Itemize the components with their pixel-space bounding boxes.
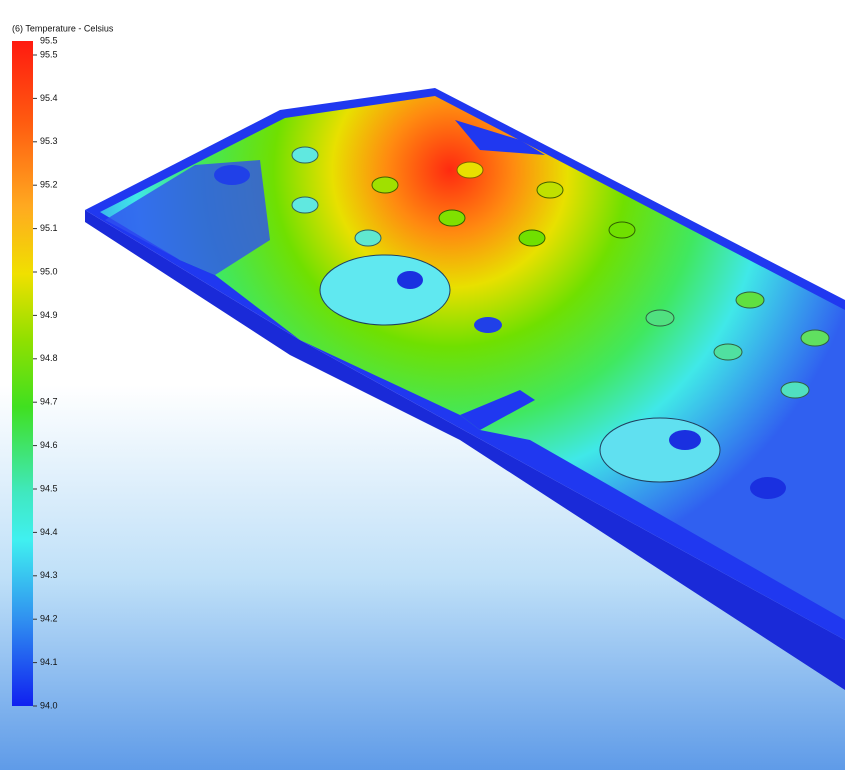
boss [319, 254, 451, 326]
tick-label: 94.1 [40, 657, 58, 667]
plate-side [85, 210, 845, 690]
tick-label: 94.6 [40, 440, 58, 450]
hole [291, 146, 319, 164]
tick-label: 94.9 [40, 310, 58, 320]
hole [713, 343, 743, 361]
hole [371, 176, 399, 194]
color-bar [12, 41, 33, 706]
cool-region [105, 160, 270, 275]
legend-title: (6) Temperature - Celsius [12, 23, 114, 33]
tick-label: 94.8 [40, 353, 58, 363]
hole [291, 196, 319, 214]
hole [214, 165, 250, 185]
hole [438, 209, 466, 227]
tick-label: 94.0 [40, 700, 58, 710]
hole [780, 381, 810, 399]
hole [800, 329, 830, 347]
hole [354, 229, 382, 247]
tick-label: 94.5 [40, 483, 58, 493]
notch [460, 390, 535, 430]
tick-label: 94.2 [40, 614, 58, 624]
hole [456, 161, 484, 179]
hole [474, 317, 502, 333]
tick-label: 95.2 [40, 180, 58, 190]
hole [518, 229, 546, 247]
plate-surface [100, 96, 845, 620]
model [85, 88, 845, 690]
tick-label: 95.0 [40, 266, 58, 276]
hole [397, 271, 423, 289]
hole [536, 181, 564, 199]
legend: (6) Temperature - Celsius 95.5 95.5 95.4 9… [12, 23, 114, 710]
tick-label: 94.4 [40, 527, 58, 537]
tick-label: 95.5 [40, 49, 58, 59]
boss [599, 417, 721, 483]
hole [608, 221, 636, 239]
hole [669, 430, 701, 450]
hole [750, 477, 786, 499]
tick-label: 95.1 [40, 223, 58, 233]
tick-label: 94.3 [40, 570, 58, 580]
legend-max-label: 95.5 [40, 35, 58, 45]
tick-label: 95.4 [40, 93, 58, 103]
notch [455, 120, 545, 155]
hole [645, 309, 675, 327]
hole [735, 291, 765, 309]
tick-label: 95.3 [40, 136, 58, 146]
tick-label: 94.7 [40, 397, 58, 407]
